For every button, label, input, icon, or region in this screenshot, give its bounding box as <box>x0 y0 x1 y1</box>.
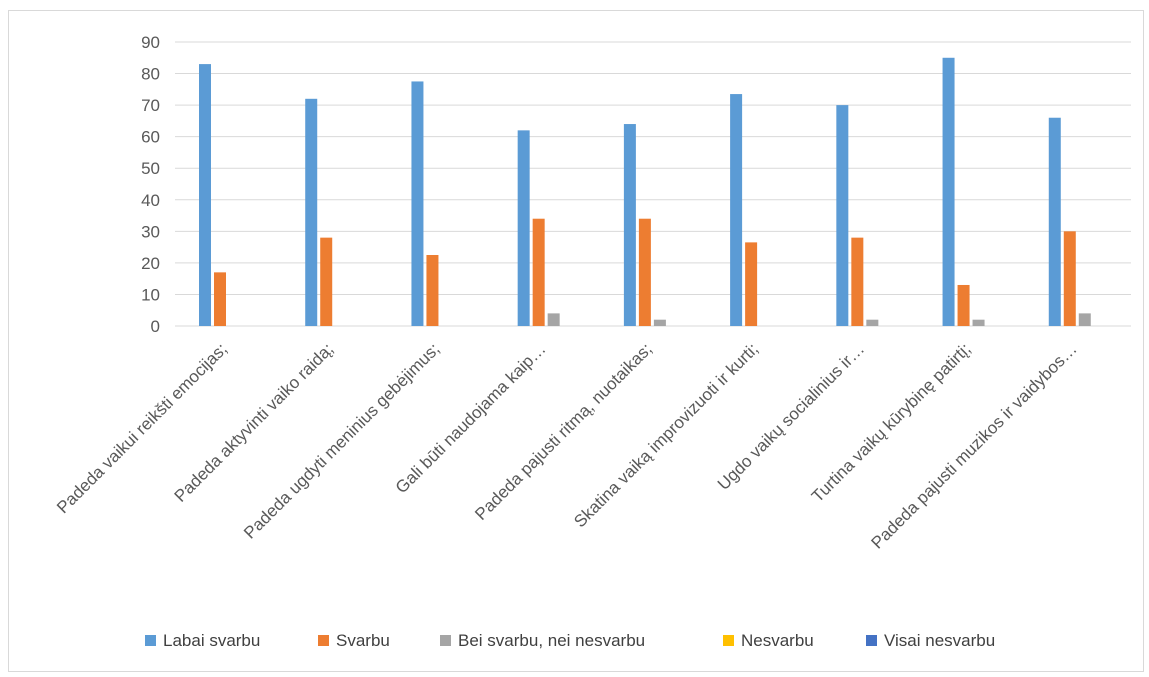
y-tick-label: 50 <box>141 159 160 178</box>
legend-swatch <box>145 635 156 646</box>
legend-swatch <box>318 635 329 646</box>
legend-label: Nesvarbu <box>741 631 814 650</box>
bar <box>745 242 758 326</box>
bar <box>623 124 636 327</box>
y-tick-label: 60 <box>141 128 160 147</box>
y-tick-label: 90 <box>141 33 160 52</box>
bar <box>942 57 955 327</box>
legend: Labai svarbu Svarbu Bei svarbu, nei nesvar… <box>145 631 995 650</box>
bar <box>320 237 333 326</box>
bar <box>305 98 318 326</box>
y-tick-label: 20 <box>141 254 160 273</box>
y-tick-label: 30 <box>141 222 160 241</box>
legend-swatch <box>866 635 877 646</box>
legend-swatch <box>440 635 451 646</box>
bar <box>653 319 666 326</box>
x-tick-label: Skatina vaiką improvizuoti ir kurti; <box>570 339 762 531</box>
legend-label: Bei svarbu, nei nesvarbu <box>458 631 645 650</box>
x-tick-label: Padeda vaikui reikšti emocijas; <box>53 339 231 517</box>
y-axis: 0 10 20 30 40 50 60 70 80 90 <box>141 33 160 336</box>
bar <box>214 272 226 326</box>
gridlines <box>175 41 1131 327</box>
legend-label: Labai svarbu <box>163 631 260 650</box>
bar <box>836 105 849 326</box>
legend-item: Nesvarbu <box>723 631 814 650</box>
legend-item: Visai nesvarbu <box>866 631 995 650</box>
chart-area <box>8 10 1144 672</box>
bar <box>517 130 530 326</box>
y-tick-label: 0 <box>151 317 160 336</box>
legend-item: Svarbu <box>318 631 390 650</box>
bar <box>1063 231 1076 326</box>
bar <box>851 237 864 326</box>
y-tick-label: 40 <box>141 191 160 210</box>
bar <box>199 64 211 326</box>
bar <box>972 319 985 326</box>
legend-item: Bei svarbu, nei nesvarbu <box>440 631 645 650</box>
legend-item: Labai svarbu <box>145 631 260 650</box>
legend-label: Svarbu <box>336 631 390 650</box>
bar <box>957 284 970 326</box>
y-tick-label: 70 <box>141 96 160 115</box>
y-tick-label: 10 <box>141 285 160 304</box>
y-tick-label: 80 <box>141 65 160 84</box>
x-tick-label: Padeda ugdyti meninius gebėjimus; <box>240 339 443 542</box>
legend-swatch <box>723 635 734 646</box>
bar <box>532 218 545 326</box>
x-tick-label: Padeda pajusti ritmą, nuotaikas; <box>471 339 655 523</box>
bar <box>1048 117 1061 326</box>
x-tick-label: Padeda pajusti muzikos ir vaidybos… <box>868 339 1081 552</box>
bars <box>199 57 1091 327</box>
bar <box>426 255 439 326</box>
legend-label: Visai nesvarbu <box>884 631 995 650</box>
bar <box>1078 313 1091 326</box>
x-axis: Padeda vaikui reikšti emocijas;Padeda ak… <box>53 339 1081 552</box>
bar <box>638 218 651 326</box>
bar <box>547 313 560 326</box>
bar <box>411 81 424 326</box>
bar <box>730 94 743 326</box>
bar <box>866 319 879 326</box>
